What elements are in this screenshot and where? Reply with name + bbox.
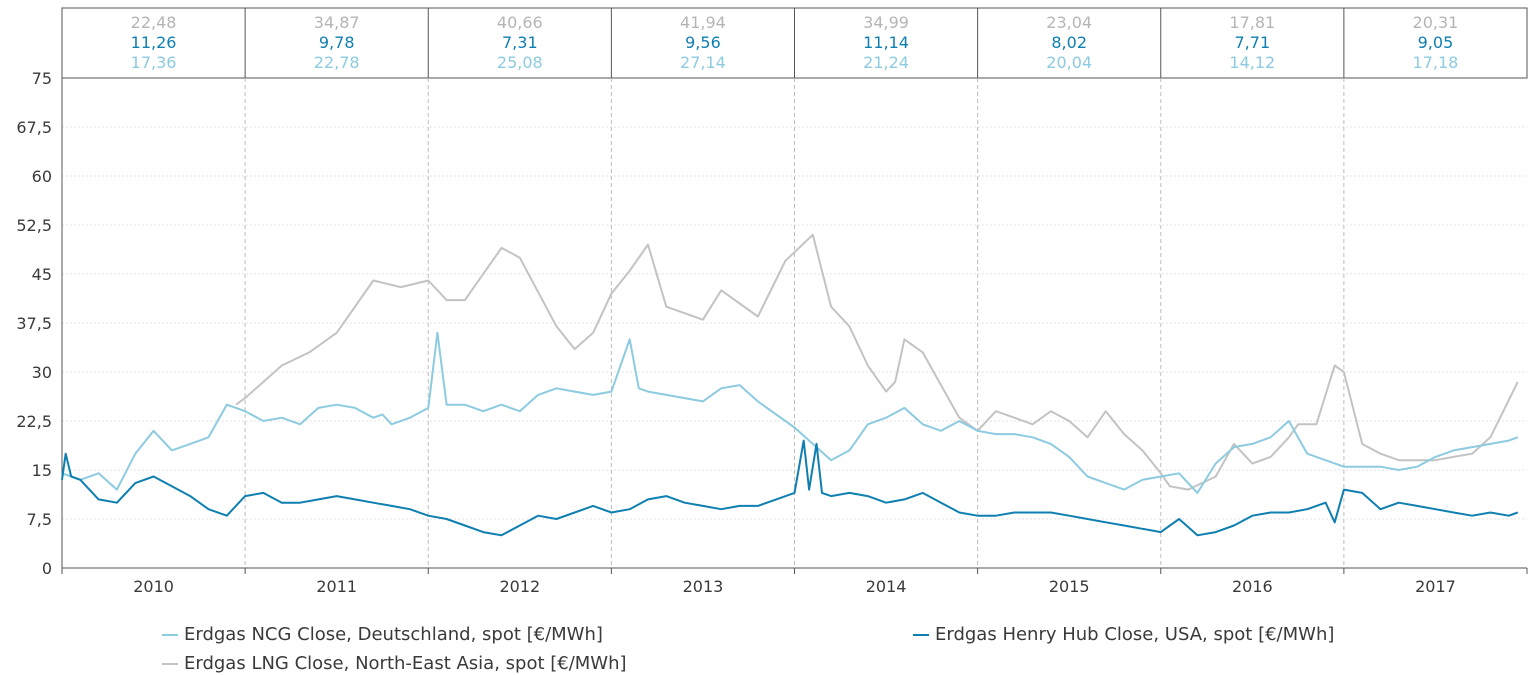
annual-average-ncg: 17,18	[1413, 53, 1459, 72]
annual-average-hh: 8,02	[1051, 33, 1087, 52]
annual-average-ncg: 21,24	[863, 53, 909, 72]
annual-average-hh: 11,26	[131, 33, 177, 52]
y-tick-label: 7,5	[27, 510, 52, 529]
y-tick-label: 45	[32, 265, 52, 284]
y-tick-label: 60	[32, 167, 52, 186]
y-tick-label: 67,5	[16, 118, 52, 137]
legend-label-ncg: Erdgas NCG Close, Deutschland, spot [€/M…	[184, 624, 603, 645]
x-tick-label: 2017	[1415, 577, 1456, 596]
x-tick-label: 2010	[133, 577, 174, 596]
x-tick-label: 2013	[683, 577, 724, 596]
annual-average-hh: 7,71	[1235, 33, 1271, 52]
y-tick-label: 22,5	[16, 412, 52, 431]
annual-average-ncg: 14,12	[1229, 53, 1275, 72]
annual-average-hh: 7,31	[502, 33, 538, 52]
x-tick-label: 2012	[499, 577, 540, 596]
legend-item-lng: Erdgas LNG Close, North-East Asia, spot …	[162, 653, 627, 674]
annual-average-lng: 41,94	[680, 13, 726, 32]
x-tick-label: 2016	[1232, 577, 1273, 596]
x-tick-label: 2014	[866, 577, 907, 596]
annual-average-lng: 22,48	[131, 13, 177, 32]
annual-average-lng: 34,87	[314, 13, 360, 32]
annual-average-ncg: 20,04	[1046, 53, 1092, 72]
y-tick-label: 52,5	[16, 216, 52, 235]
annual-average-ncg: 22,78	[314, 53, 360, 72]
x-tick-label: 2011	[316, 577, 357, 596]
legend-swatch-ncg	[162, 633, 178, 636]
legend-swatch-lng	[162, 662, 178, 665]
y-tick-label: 30	[32, 363, 52, 382]
annual-average-ncg: 17,36	[131, 53, 177, 72]
annual-average-hh: 9,56	[685, 33, 721, 52]
series-line-ncg	[61, 331, 1519, 494]
legend-label-hh: Erdgas Henry Hub Close, USA, spot [€/MWh…	[935, 624, 1335, 645]
annual-average-lng: 23,04	[1046, 13, 1092, 32]
annual-average-lng: 20,31	[1413, 13, 1459, 32]
y-tick-label: 75	[32, 69, 52, 88]
annual-average-lng: 34,99	[863, 13, 909, 32]
annual-average-ncg: 27,14	[680, 53, 726, 72]
legend-item-hh: Erdgas Henry Hub Close, USA, spot [€/MWh…	[913, 624, 1334, 645]
legend-item-ncg: Erdgas NCG Close, Deutschland, spot [€/M…	[162, 624, 603, 645]
annual-average-ncg: 25,08	[497, 53, 543, 72]
annual-average-hh: 9,05	[1418, 33, 1454, 52]
annual-average-hh: 9,78	[319, 33, 355, 52]
annual-average-lng: 17,81	[1229, 13, 1275, 32]
annual-average-lng: 40,66	[497, 13, 543, 32]
y-tick-label: 37,5	[16, 314, 52, 333]
y-tick-label: 0	[42, 559, 52, 578]
legend-swatch-hh	[913, 633, 929, 636]
series-line-lng	[235, 233, 1519, 491]
legend-label-lng: Erdgas LNG Close, North-East Asia, spot …	[184, 653, 627, 674]
y-tick-label: 15	[32, 461, 52, 480]
annual-average-hh: 11,14	[863, 33, 909, 52]
x-tick-label: 2015	[1049, 577, 1090, 596]
series-line-hh	[61, 439, 1519, 537]
